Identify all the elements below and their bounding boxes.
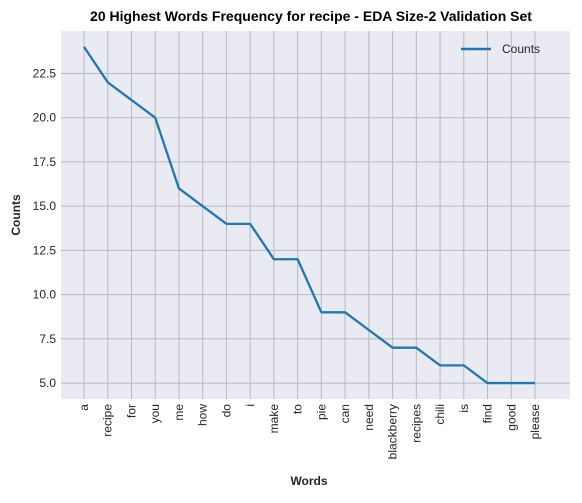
x-tick-label: blackberry: [386, 404, 400, 459]
plot-area: [61, 31, 570, 399]
y-tick-label: 17.5: [33, 155, 57, 169]
x-tick-label: me: [172, 404, 186, 421]
x-tick-label: need: [362, 404, 376, 431]
x-tick-label: you: [148, 404, 162, 423]
x-tick-label: please: [528, 404, 542, 440]
x-tick-label: how: [196, 404, 210, 426]
x-axis-label: Words: [290, 474, 327, 488]
x-tick-label: pie: [314, 404, 328, 420]
x-tick-label: recipes: [409, 404, 423, 443]
x-tick-label: good: [504, 404, 518, 431]
x-tick-label: to: [291, 404, 305, 414]
x-tick-label: for: [124, 404, 138, 418]
chart-title: 20 Highest Words Frequency for recipe - …: [90, 8, 532, 24]
y-tick-label: 12.5: [33, 243, 57, 257]
y-tick-label: 5.0: [39, 376, 56, 390]
y-tick-label: 22.5: [33, 66, 57, 80]
y-axis-label: Counts: [9, 194, 23, 236]
y-tick-label: 15.0: [33, 199, 57, 213]
x-tick-label: make: [267, 404, 281, 434]
x-tick-label: find: [481, 404, 495, 423]
legend-label: Counts: [502, 42, 540, 56]
y-axis-ticks: 5.0 7.5 10.0 12.5 15.0 17.5 20.0 22.5: [33, 66, 57, 390]
x-tick-label: recipe: [101, 404, 115, 437]
x-tick-label: can: [338, 404, 352, 423]
y-tick-label: 20.0: [33, 111, 57, 125]
x-tick-label: a: [77, 404, 91, 411]
y-tick-label: 10.0: [33, 288, 57, 302]
x-tick-label: is: [457, 404, 471, 413]
x-tick-label: i: [243, 404, 257, 407]
x-tick-label: do: [219, 404, 233, 418]
x-tick-label: chili: [433, 404, 447, 425]
y-tick-label: 7.5: [39, 332, 56, 346]
